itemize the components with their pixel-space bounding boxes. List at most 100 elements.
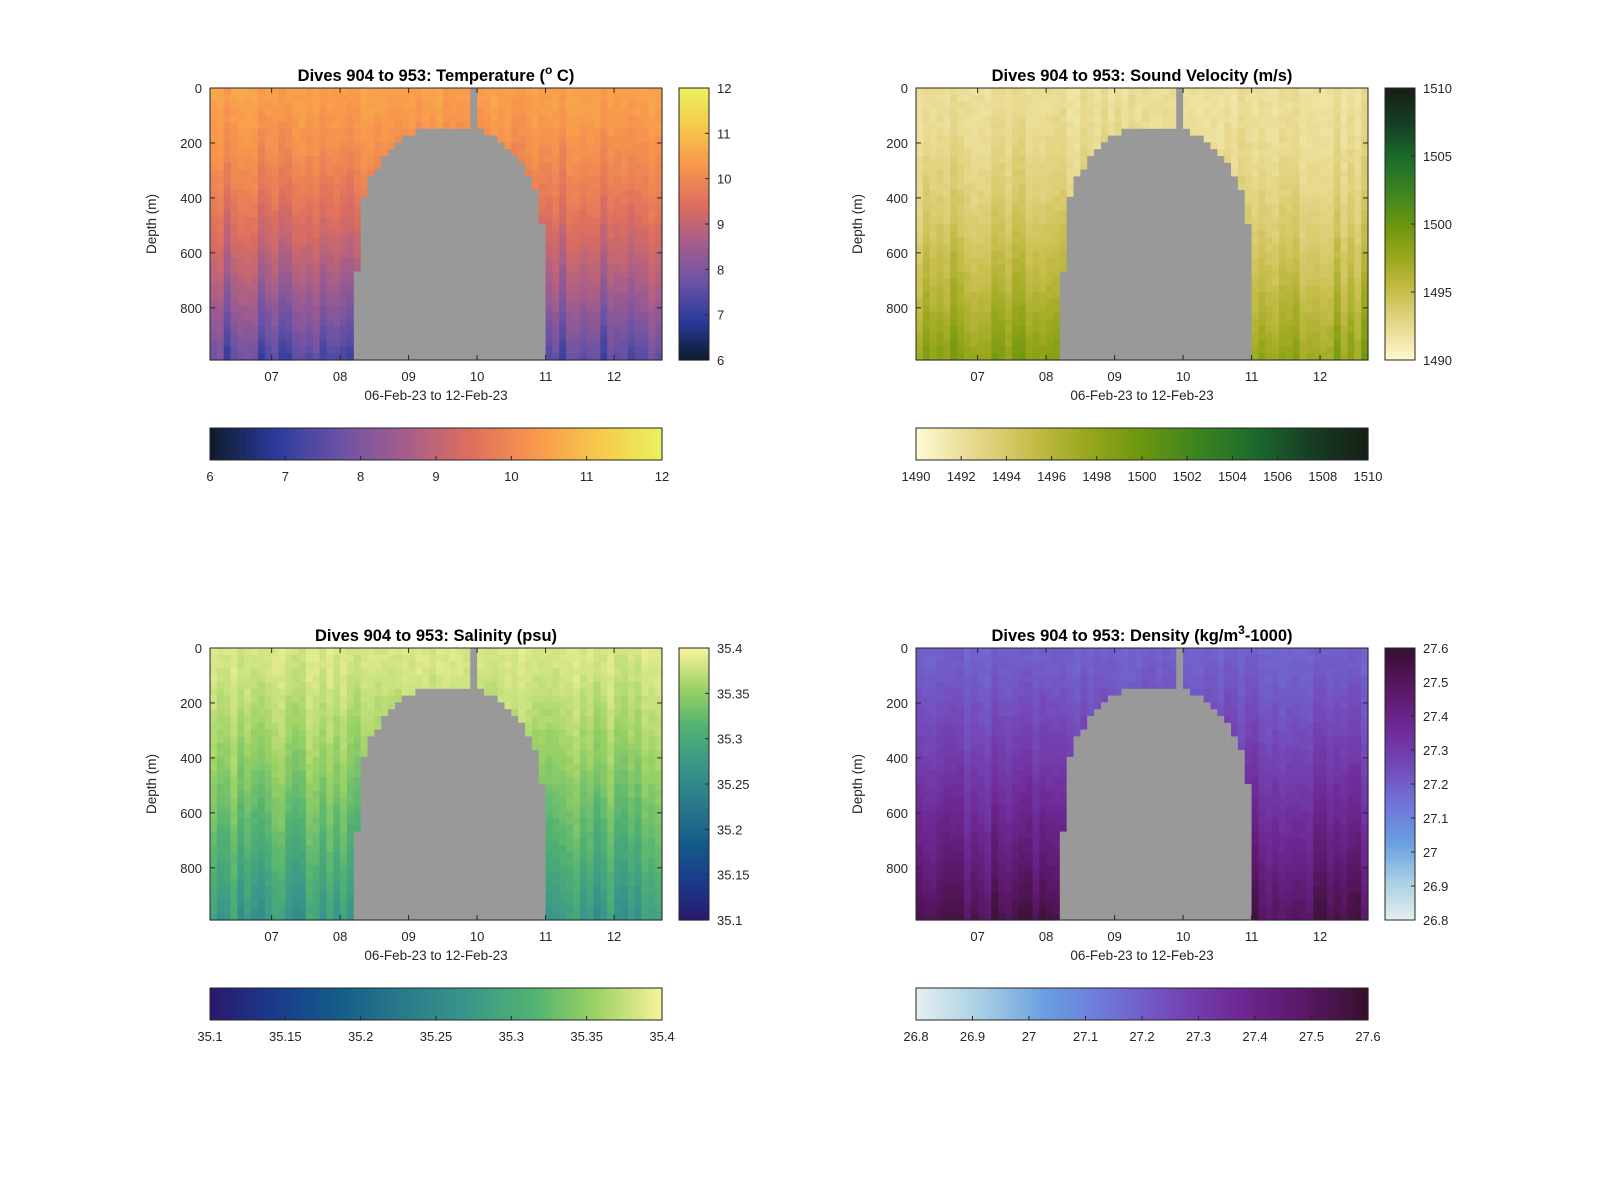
heatmap-cell: [984, 346, 992, 354]
heatmap-cell: [531, 190, 540, 198]
heatmap-cell: [1272, 196, 1280, 205]
heatmap-cell: [449, 312, 458, 320]
heatmap-cell: [1032, 108, 1040, 116]
heatmap-cell: [1011, 210, 1020, 218]
heatmap-cell: [244, 271, 252, 279]
colorbar-segment: [395, 428, 402, 460]
heatmap-cell: [634, 285, 643, 293]
heatmap-cell: [1162, 217, 1170, 225]
heatmap-cell: [490, 176, 499, 184]
heatmap-cell: [641, 203, 649, 211]
heatmap-cell: [333, 264, 341, 273]
heatmap-cell: [456, 162, 464, 171]
heatmap-cell: [586, 210, 595, 218]
heatmap-cell: [319, 142, 328, 150]
heatmap-cell: [634, 305, 643, 313]
heatmap-cell: [1046, 162, 1054, 171]
heatmap-cell: [552, 203, 560, 211]
heatmap-cell: [374, 128, 382, 137]
heatmap-cell: [600, 326, 608, 334]
heatmap-cell: [538, 244, 547, 252]
heatmap-cell: [408, 292, 417, 300]
heatmap-cell: [1155, 298, 1164, 307]
heatmap-cell: [634, 332, 643, 341]
heatmap-cell: [429, 169, 437, 177]
heatmap-cell: [1217, 169, 1225, 177]
heatmap-cell: [278, 169, 286, 177]
heatmap-cell: [305, 210, 314, 218]
colorbar-segment: [250, 428, 256, 460]
heatmap-cell: [210, 271, 218, 279]
heatmap-cell: [470, 244, 478, 252]
heatmap-cell: [984, 210, 992, 218]
colorbar-segment: [679, 106, 709, 110]
heatmap-cell: [292, 258, 300, 266]
heatmap-cell: [1114, 298, 1123, 307]
heatmap-cell: [1107, 128, 1116, 137]
heatmap-cell: [422, 135, 430, 143]
heatmap-cell: [1100, 298, 1109, 307]
heatmap-cell: [210, 162, 218, 171]
heatmap-cell: [210, 251, 218, 259]
heatmap-cell: [1094, 298, 1102, 307]
heatmap-cell: [545, 162, 554, 171]
heatmap-cell: [957, 183, 965, 191]
heatmap-cell: [1183, 101, 1191, 109]
heatmap-cell: [916, 88, 924, 96]
heatmap-cell: [552, 251, 560, 259]
heatmap-cell: [312, 244, 321, 252]
heatmap-cell: [1073, 115, 1081, 123]
heatmap-cell: [963, 156, 972, 164]
heatmap-cell: [1224, 332, 1232, 341]
heatmap-cell: [1176, 210, 1184, 218]
heatmap-cell: [1121, 176, 1129, 184]
heatmap-cell: [538, 190, 547, 198]
heatmap-cell: [490, 108, 499, 116]
heatmap-cell: [251, 210, 259, 218]
heatmap-cell: [607, 128, 615, 137]
heatmap-cell: [244, 203, 252, 211]
heatmap-cell: [1052, 101, 1061, 109]
heatmap-cell: [299, 142, 307, 150]
heatmap-cell: [326, 305, 334, 313]
heatmap-cell: [415, 169, 423, 177]
heatmap-cell: [333, 156, 341, 164]
heatmap-cell: [483, 264, 492, 273]
heatmap-cell: [572, 94, 581, 103]
heatmap-cell: [1059, 115, 1068, 123]
heatmap-cell: [1183, 285, 1191, 293]
heatmap-cell: [641, 196, 649, 205]
heatmap-cell: [511, 224, 519, 232]
heatmap-cell: [1039, 298, 1047, 307]
heatmap-cell: [518, 108, 526, 116]
heatmap-cell: [552, 176, 560, 184]
heatmap-cell: [367, 312, 375, 320]
heatmap-cell: [1251, 292, 1260, 300]
heatmap-cell: [463, 162, 471, 171]
heatmap-cell: [655, 162, 663, 171]
heatmap-cell: [1128, 88, 1136, 96]
heatmap-cell: [1046, 292, 1054, 300]
heatmap-cell: [305, 203, 314, 211]
heatmap-cell: [1039, 108, 1047, 116]
heatmap-cell: [572, 108, 581, 116]
heatmap-cell: [1265, 305, 1273, 313]
heatmap-cell: [223, 285, 232, 293]
heatmap-cell: [1011, 108, 1020, 116]
heatmap-cell: [381, 108, 389, 116]
heatmap-cell: [943, 278, 951, 286]
heatmap-cell: [943, 135, 951, 143]
heatmap-cell: [950, 176, 958, 184]
heatmap-cell: [1080, 305, 1088, 313]
heatmap-cell: [627, 292, 636, 300]
heatmap-cell: [552, 319, 560, 327]
heatmap-cell: [579, 176, 588, 184]
heatmap-cell: [1155, 305, 1164, 313]
heatmap-cell: [490, 196, 499, 205]
heatmap-cell: [305, 108, 314, 116]
heatmap-cell: [271, 217, 280, 225]
heatmap-cell: [970, 298, 979, 307]
heatmap-cell: [1018, 94, 1027, 103]
heatmap-cell: [1203, 244, 1212, 252]
heatmap-cell: [408, 305, 417, 313]
